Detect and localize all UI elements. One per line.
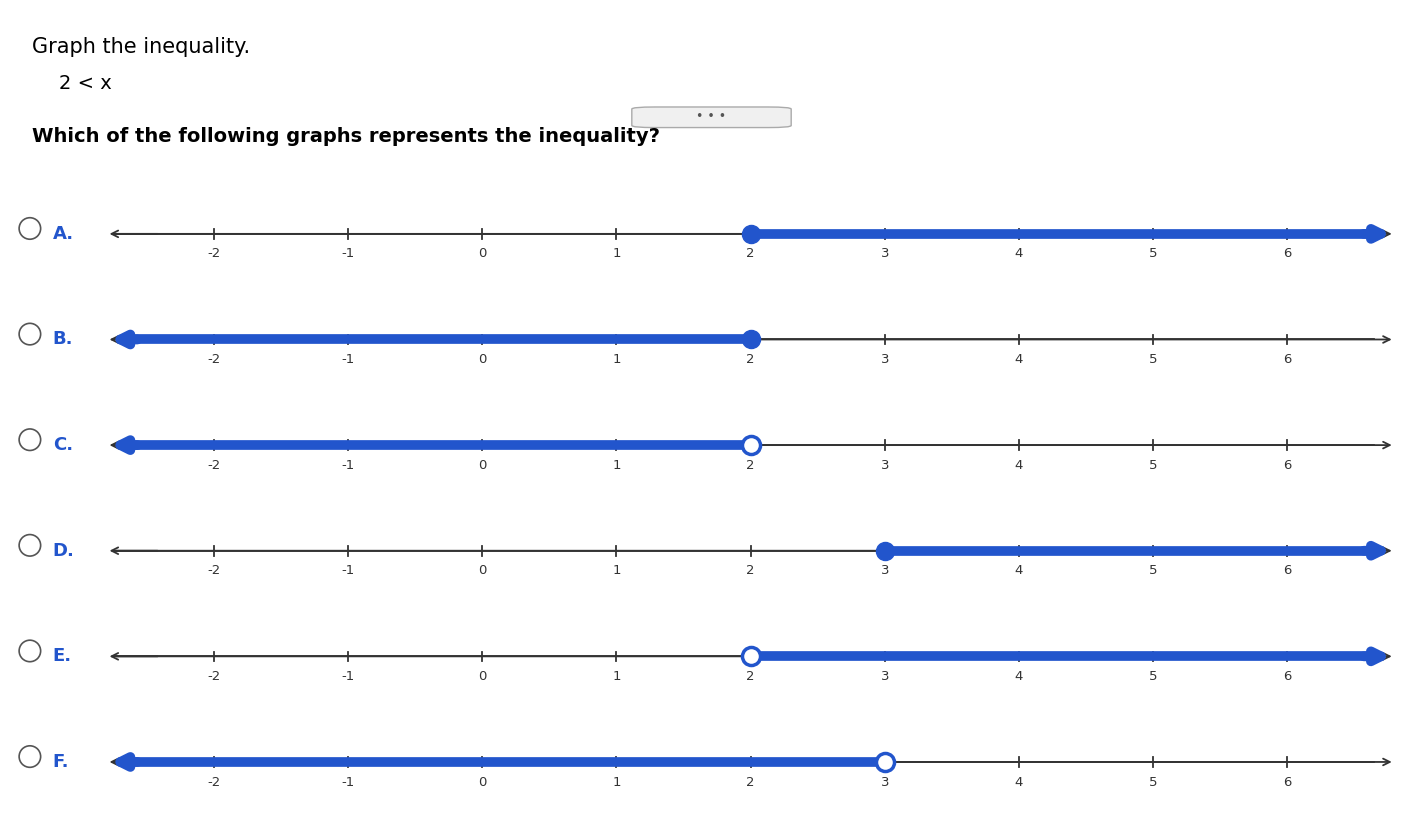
Text: 0: 0 [478, 248, 487, 260]
Text: -1: -1 [342, 565, 354, 577]
Text: 0: 0 [478, 670, 487, 683]
Text: 4: 4 [1015, 775, 1023, 788]
Text: 1: 1 [612, 565, 620, 577]
Text: 2: 2 [747, 353, 754, 366]
Text: -1: -1 [342, 248, 354, 260]
Text: Graph the inequality.: Graph the inequality. [31, 37, 250, 57]
Text: E.: E. [53, 648, 71, 665]
Text: -2: -2 [208, 670, 221, 683]
Text: • • •: • • • [696, 109, 727, 123]
Text: 6: 6 [1284, 775, 1292, 788]
Text: -1: -1 [342, 670, 354, 683]
Text: F.: F. [53, 753, 70, 771]
Text: 2: 2 [747, 565, 754, 577]
Text: 2 < x: 2 < x [58, 74, 111, 93]
Text: 5: 5 [1148, 565, 1157, 577]
Text: 0: 0 [478, 353, 487, 366]
Text: -1: -1 [342, 353, 354, 366]
Text: 2: 2 [747, 458, 754, 472]
Text: 3: 3 [881, 565, 889, 577]
Text: 1: 1 [612, 775, 620, 788]
Text: 2: 2 [747, 775, 754, 788]
Text: 6: 6 [1284, 565, 1292, 577]
Text: 4: 4 [1015, 670, 1023, 683]
Text: -2: -2 [208, 775, 221, 788]
Text: 0: 0 [478, 775, 487, 788]
Text: 5: 5 [1148, 775, 1157, 788]
Text: 3: 3 [881, 248, 889, 260]
Text: 5: 5 [1148, 353, 1157, 366]
Text: 3: 3 [881, 670, 889, 683]
Text: 0: 0 [478, 458, 487, 472]
Text: -2: -2 [208, 458, 221, 472]
Text: 4: 4 [1015, 565, 1023, 577]
Text: 1: 1 [612, 670, 620, 683]
FancyBboxPatch shape [632, 107, 791, 128]
Text: -2: -2 [208, 565, 221, 577]
Text: 3: 3 [881, 353, 889, 366]
Text: -2: -2 [208, 248, 221, 260]
Text: 6: 6 [1284, 670, 1292, 683]
Text: 5: 5 [1148, 248, 1157, 260]
Text: Which of the following graphs represents the inequality?: Which of the following graphs represents… [33, 128, 660, 146]
Text: C.: C. [53, 436, 73, 454]
Text: -1: -1 [342, 458, 354, 472]
Text: 1: 1 [612, 353, 620, 366]
Text: 4: 4 [1015, 248, 1023, 260]
Text: B.: B. [53, 331, 73, 348]
Text: A.: A. [53, 225, 74, 243]
Text: -2: -2 [208, 353, 221, 366]
Text: 6: 6 [1284, 458, 1292, 472]
Text: 1: 1 [612, 248, 620, 260]
Text: 4: 4 [1015, 458, 1023, 472]
Text: 6: 6 [1284, 248, 1292, 260]
Text: 1: 1 [612, 458, 620, 472]
Text: 5: 5 [1148, 458, 1157, 472]
Text: D.: D. [53, 542, 74, 560]
Text: 3: 3 [881, 775, 889, 788]
Text: 2: 2 [747, 670, 754, 683]
Text: 0: 0 [478, 565, 487, 577]
Text: 2: 2 [747, 248, 754, 260]
Text: -1: -1 [342, 775, 354, 788]
Text: 3: 3 [881, 458, 889, 472]
Text: 6: 6 [1284, 353, 1292, 366]
Text: 4: 4 [1015, 353, 1023, 366]
Text: 5: 5 [1148, 670, 1157, 683]
